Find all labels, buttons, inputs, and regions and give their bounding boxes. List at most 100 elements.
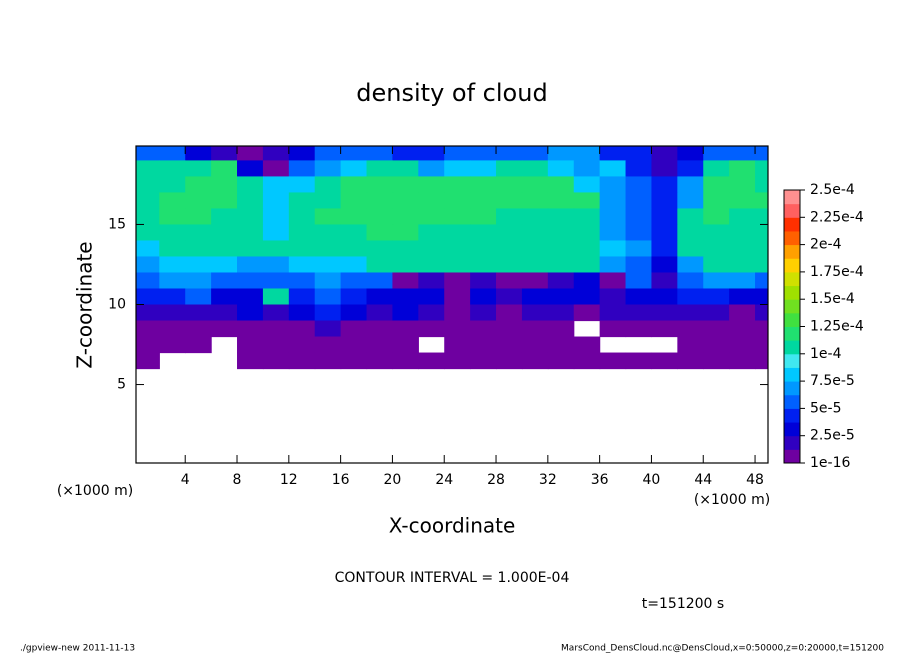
cell bbox=[677, 288, 704, 306]
cell bbox=[444, 160, 471, 178]
cell bbox=[340, 192, 368, 210]
cell bbox=[521, 352, 549, 370]
cell bbox=[366, 160, 394, 178]
cell bbox=[599, 320, 627, 338]
cell bbox=[418, 272, 445, 290]
cell bbox=[496, 304, 523, 322]
cell bbox=[211, 304, 238, 322]
cell bbox=[521, 288, 549, 306]
cell bbox=[547, 336, 575, 354]
cell bbox=[573, 336, 601, 354]
cell bbox=[729, 288, 756, 306]
cell bbox=[470, 320, 497, 338]
colorbar-band bbox=[784, 285, 800, 300]
cell bbox=[185, 320, 212, 338]
y-tick-label: 15 bbox=[108, 216, 126, 232]
cell bbox=[625, 320, 653, 338]
cell bbox=[651, 208, 678, 226]
cell bbox=[677, 160, 704, 178]
cell bbox=[262, 352, 290, 370]
cell bbox=[755, 352, 768, 370]
cell bbox=[366, 288, 394, 306]
cell bbox=[418, 208, 445, 226]
cell bbox=[755, 320, 768, 338]
cell bbox=[185, 256, 212, 274]
cell bbox=[185, 288, 212, 306]
cell bbox=[136, 146, 160, 162]
cell bbox=[314, 320, 342, 338]
cell bbox=[573, 146, 601, 162]
cell bbox=[136, 192, 160, 210]
x-tick-label: 24 bbox=[435, 472, 453, 488]
cell bbox=[703, 256, 730, 274]
colorbar-band bbox=[784, 230, 800, 246]
cell bbox=[288, 240, 316, 258]
cell bbox=[573, 352, 601, 370]
colorbar-label: 2e-4 bbox=[810, 237, 842, 253]
cell bbox=[729, 146, 756, 162]
cell bbox=[211, 146, 238, 162]
cell bbox=[159, 304, 186, 322]
cell bbox=[314, 272, 342, 290]
colorbar-label: 1.75e-4 bbox=[810, 264, 864, 280]
cell bbox=[237, 192, 264, 210]
cell bbox=[521, 240, 549, 258]
x-tick-label: 36 bbox=[591, 472, 609, 488]
cell bbox=[470, 304, 497, 322]
cell bbox=[625, 256, 653, 274]
colorbar-band bbox=[784, 449, 800, 464]
colorbar-band bbox=[784, 203, 800, 218]
cell bbox=[288, 208, 316, 226]
cell bbox=[314, 146, 342, 162]
cell bbox=[237, 336, 264, 354]
cell bbox=[136, 320, 160, 338]
cell bbox=[366, 224, 394, 242]
cell bbox=[677, 192, 704, 210]
time-label: t=151200 s bbox=[642, 596, 724, 612]
cell bbox=[729, 208, 756, 226]
cell bbox=[288, 288, 316, 306]
colorbar-label: 7.5e-5 bbox=[810, 373, 855, 389]
cell bbox=[418, 288, 445, 306]
cell bbox=[288, 146, 316, 162]
cell bbox=[573, 272, 601, 290]
cell bbox=[237, 160, 264, 178]
x-tick-label: 4 bbox=[181, 472, 190, 488]
cell bbox=[314, 240, 342, 258]
cell bbox=[136, 352, 160, 370]
cell bbox=[159, 208, 186, 226]
cell bbox=[470, 288, 497, 306]
cell bbox=[185, 272, 212, 290]
cell bbox=[340, 176, 368, 194]
cell bbox=[288, 256, 316, 274]
cell bbox=[392, 256, 419, 274]
cell bbox=[470, 208, 497, 226]
cell bbox=[521, 336, 549, 354]
cell bbox=[703, 352, 730, 370]
cell bbox=[185, 208, 212, 226]
cell bbox=[288, 192, 316, 210]
cell bbox=[599, 304, 627, 322]
cell bbox=[237, 224, 264, 242]
cell bbox=[262, 304, 290, 322]
cell bbox=[547, 208, 575, 226]
cell bbox=[677, 352, 704, 370]
cell bbox=[340, 272, 368, 290]
cell bbox=[521, 176, 549, 194]
cell bbox=[755, 146, 768, 162]
cell bbox=[392, 208, 419, 226]
cell bbox=[340, 288, 368, 306]
cell bbox=[392, 272, 419, 290]
cell bbox=[755, 160, 768, 178]
cell bbox=[599, 288, 627, 306]
cell bbox=[418, 352, 445, 370]
cell bbox=[288, 352, 316, 370]
cell bbox=[136, 224, 160, 242]
footer-left: ./gpview-new 2011-11-13 bbox=[20, 644, 135, 654]
cell bbox=[288, 176, 316, 194]
cell bbox=[470, 240, 497, 258]
cell bbox=[392, 336, 419, 354]
cell bbox=[703, 240, 730, 258]
cell bbox=[470, 336, 497, 354]
